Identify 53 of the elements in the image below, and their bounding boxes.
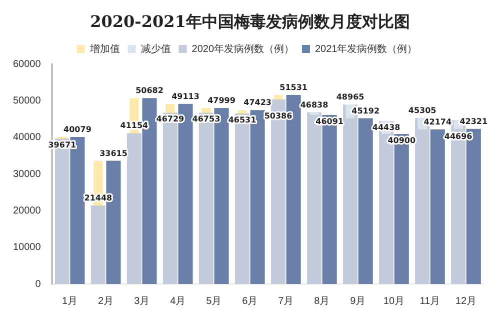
y-tick-label: 40000 [12, 132, 42, 144]
data-label: 49113 [172, 92, 200, 101]
y-tick-label: 30000 [12, 168, 42, 180]
data-label: 46531 [228, 115, 257, 124]
legend-label: 减少值 [140, 42, 171, 55]
data-label: 51531 [280, 83, 308, 92]
x-tick-label: 2月 [98, 296, 114, 307]
x-tick-label: 4月 [170, 296, 186, 307]
data-label: 46838 [300, 100, 329, 110]
bar [358, 118, 373, 284]
data-label: 46729 [156, 114, 185, 124]
legend-label: 增加值 [88, 42, 120, 55]
x-tick-label: 6月 [242, 296, 258, 307]
data-label: 45305 [408, 106, 437, 115]
data-label: 33615 [100, 148, 128, 158]
y-tick-label: 50000 [12, 95, 42, 106]
x-tick-label: 12月 [455, 296, 477, 307]
x-tick-label: 10月 [383, 296, 405, 307]
data-label: 48965 [336, 92, 365, 102]
bar [126, 133, 142, 284]
data-label: 47999 [208, 96, 236, 106]
data-label: 42174 [424, 117, 452, 126]
bar [166, 104, 175, 113]
data-label: 50386 [264, 111, 293, 120]
data-label: 50682 [136, 86, 164, 96]
x-tick-label: 3月 [134, 296, 150, 307]
x-tick-label: 5月 [206, 296, 222, 307]
bar [310, 112, 319, 115]
y-tick-label: 0 [35, 278, 42, 290]
bar [202, 108, 211, 113]
chart-title: 2020-2021年中国梅毒发病例数月度对比图 [89, 12, 411, 33]
x-tick-label: 11月 [420, 296, 440, 307]
x-tick-label: 7月 [278, 296, 294, 307]
y-tick-label: 60000 [12, 58, 42, 70]
x-tick-label: 8月 [314, 296, 330, 307]
x-tick-label: 1月 [62, 296, 78, 307]
data-label: 45192 [352, 106, 380, 116]
data-label: 39671 [48, 140, 77, 150]
data-label: 44438 [372, 123, 401, 132]
bar [274, 95, 283, 100]
data-label: 40079 [64, 125, 92, 134]
bar [430, 129, 445, 284]
y-tick-label: 10000 [12, 242, 42, 254]
y-tick-label: 20000 [12, 205, 42, 216]
legend-label: 2021年发病例数（例） [315, 42, 418, 55]
data-label: 46753 [192, 114, 220, 124]
bar [90, 205, 106, 284]
bar [238, 110, 247, 114]
data-label: 44696 [444, 132, 473, 142]
x-tick-label: 9月 [350, 296, 366, 307]
legend-label: 2020年发病例数（例） [192, 42, 294, 55]
data-label: 42321 [460, 116, 488, 126]
data-label: 47423 [244, 98, 272, 108]
